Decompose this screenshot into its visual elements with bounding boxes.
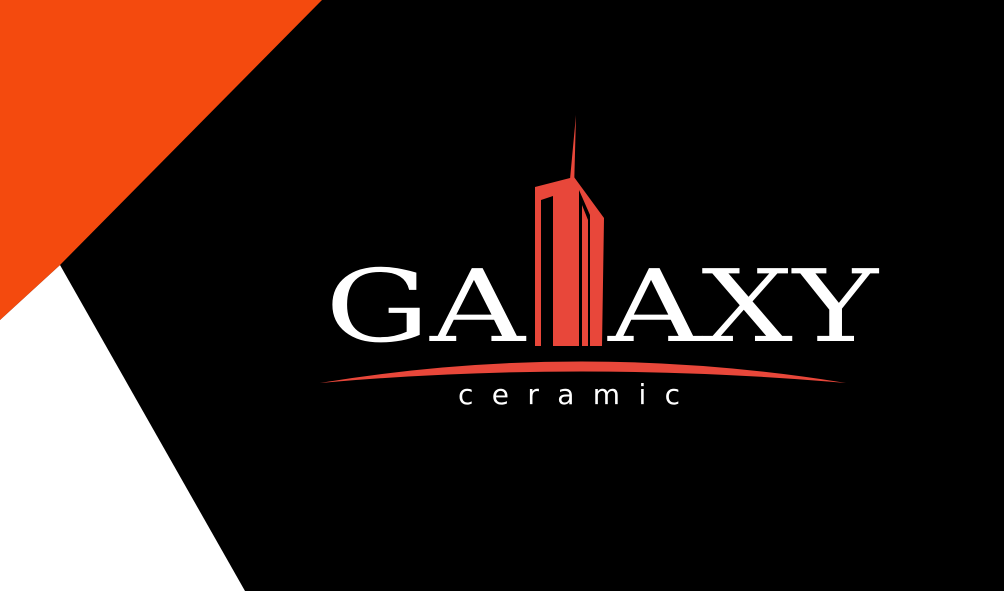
orange-corner-shape bbox=[0, 0, 322, 320]
tower-spire bbox=[569, 115, 576, 190]
tower-inner-face bbox=[582, 205, 588, 346]
logo-word-left: GA bbox=[325, 248, 527, 365]
logo-word-right: AXY bbox=[607, 248, 880, 365]
logo-tagline: ceramic bbox=[458, 378, 700, 411]
logo-swoosh bbox=[320, 361, 846, 383]
tower-icon bbox=[535, 115, 604, 346]
white-corner-shape bbox=[0, 265, 245, 591]
tower-cut-dark bbox=[541, 196, 553, 346]
